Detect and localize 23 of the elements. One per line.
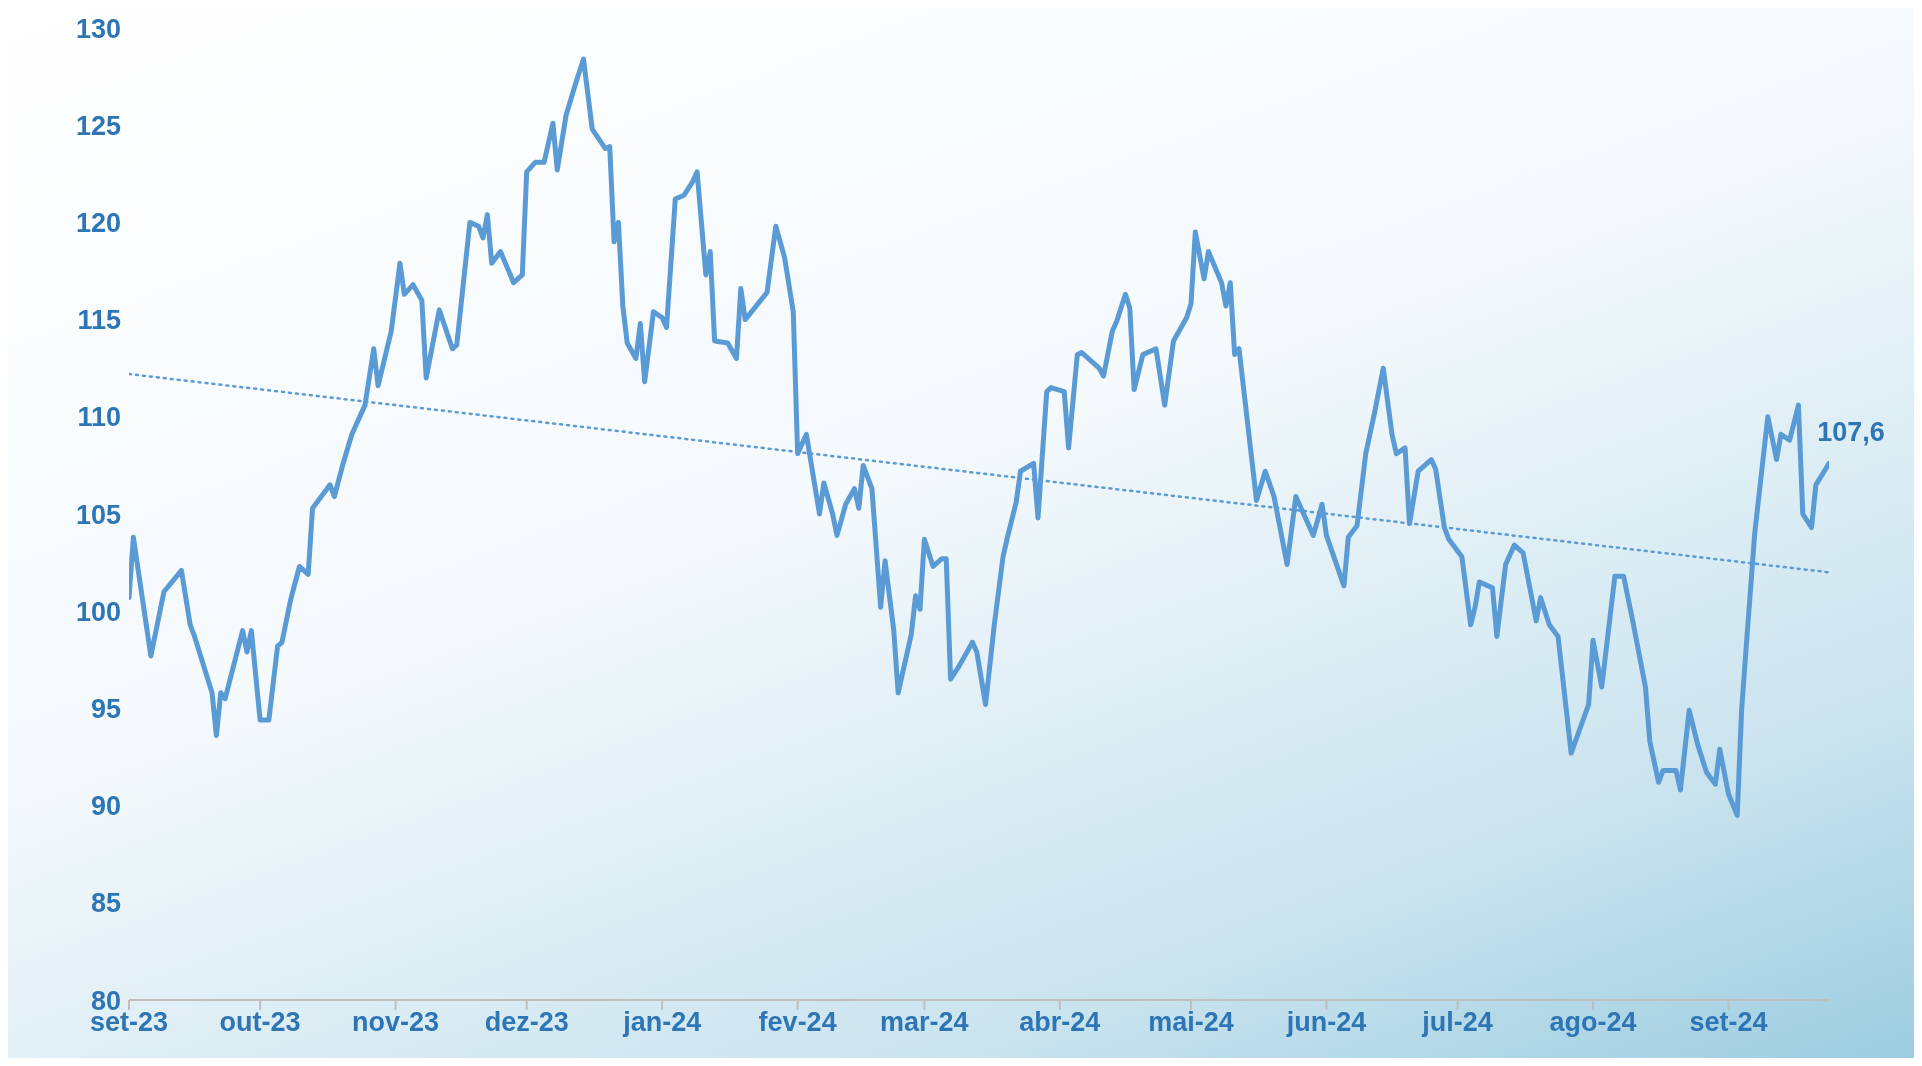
y-tick-label: 115 <box>77 305 121 336</box>
x-tick-label: dez-23 <box>484 1007 569 1038</box>
x-tick-label: mai-24 <box>1148 1007 1234 1038</box>
y-tick-label: 125 <box>75 110 121 141</box>
y-tick-label: 105 <box>75 499 121 530</box>
x-tick-label: nov-23 <box>352 1007 440 1038</box>
x-tick-label: set-24 <box>1689 1007 1768 1038</box>
x-tick-label: ago-24 <box>1549 1007 1637 1038</box>
y-tick-label: 95 <box>90 693 121 724</box>
y-tick-label: 130 <box>75 13 121 44</box>
y-tick-label: 120 <box>75 207 121 238</box>
x-tick-label: out-23 <box>219 1007 301 1038</box>
y-tick-label: 100 <box>75 596 121 627</box>
annotation: 107,6 <box>1817 417 1885 448</box>
y-tick-label: 110 <box>77 402 121 433</box>
y-tick-label: 85 <box>90 888 121 919</box>
x-tick-label: abr-24 <box>1019 1007 1101 1038</box>
x-tick-label: mar-24 <box>880 1007 969 1038</box>
x-tick-label: jan-24 <box>622 1007 702 1038</box>
y-tick-label: 90 <box>90 791 121 822</box>
x-tick-label: jul-24 <box>1421 1007 1493 1038</box>
x-tick-label: fev-24 <box>758 1007 837 1038</box>
x-tick-label: jun-24 <box>1285 1007 1367 1038</box>
